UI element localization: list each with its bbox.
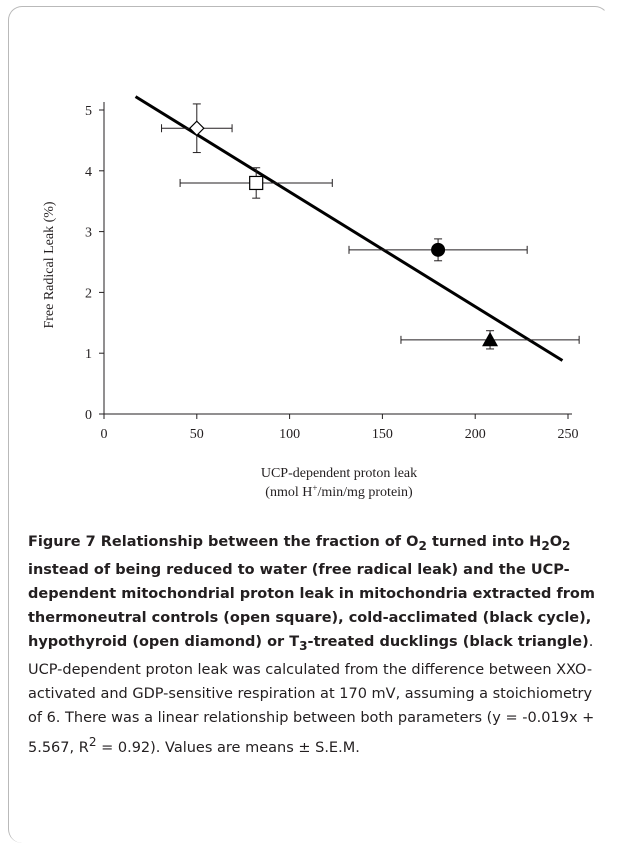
caption-bold-text: O [549,534,563,550]
y-tick-label: 0 [85,408,92,423]
y-tick-label: 3 [85,226,92,241]
caption-subscript: 3 [299,638,308,653]
y-tick-label: 4 [85,165,92,180]
caption-label: Figure 7 [28,534,96,550]
marker-filled-circle [431,242,446,257]
caption-subscript: 2 [541,538,550,553]
x-tick-label: 100 [279,427,300,442]
x-axis-label-line2: (nmol H+/min/mg protein) [265,483,413,500]
y-axis-label: Free Radical Leak (%) [42,201,57,328]
x-tick-label: 200 [465,427,486,442]
data-point-group [179,167,333,199]
caption-subscript: 2 [562,538,571,553]
x-tick-label: 250 [558,427,579,442]
chart-ticks: 0 50 100 150 200 250 0 1 2 3 4 5 [85,104,579,442]
marker-open-diamond [188,120,205,137]
marker-filled-triangle [482,331,499,347]
y-tick-label: 1 [85,347,92,362]
x-tick-label: 0 [101,427,108,442]
scatter-chart: 0 50 100 150 200 250 0 1 2 3 4 5 Free Radical Leak … [42,95,580,500]
x-tick-label: 50 [190,427,204,442]
chart-axes [103,102,572,415]
data-point-group [400,330,580,350]
caption-bold-text: turned into H [426,534,542,550]
x-tick-label: 150 [372,427,393,442]
caption-body-text: . UCP-dependent proton leak was calculat… [28,633,595,756]
data-points [161,103,580,350]
figure-frame [8,6,609,843]
caption-bold-text: Relationship between the fraction of O [95,534,419,550]
y-tick-label: 5 [85,104,92,119]
marker-open-square [249,175,264,191]
caption-body-text: = 0.92). Values are means ± S.E.M. [96,739,360,756]
caption-subscript: 2 [418,538,427,553]
y-tick-label: 2 [85,286,92,301]
figure-caption: Figure 7 Relationship between the fracti… [28,530,598,760]
caption-superscript: 2 [88,734,97,749]
regression-line [134,95,564,362]
caption-bold-text: instead of being reduced to water (free … [28,561,596,650]
caption-bold-text: -treated ducklings (black triangle) [307,633,589,650]
data-point-group [348,238,528,262]
x-axis-label-line1: UCP-dependent proton leak [261,466,417,481]
data-point-group [161,103,233,154]
fit-line-group [134,95,564,362]
